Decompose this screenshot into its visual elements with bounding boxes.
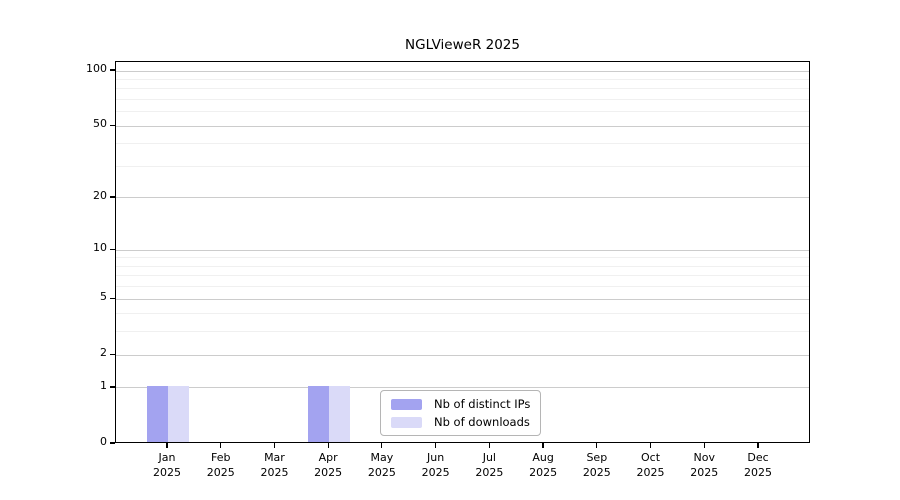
x-axis-tick-label: Mar 2025 bbox=[260, 451, 289, 479]
x-axis-tick-label: Dec 2025 bbox=[744, 451, 772, 479]
bar-nb-of-distinct-ips bbox=[147, 385, 168, 442]
chart-title: NGLVieweR 2025 bbox=[405, 37, 520, 53]
bar-nb-of-downloads bbox=[329, 385, 351, 442]
gridline-minor bbox=[116, 98, 809, 100]
x-axis-tick-label: Sep 2025 bbox=[582, 451, 611, 479]
gridline-minor bbox=[116, 78, 809, 80]
x-axis-tick-label: May 2025 bbox=[367, 451, 396, 479]
legend: Nb of distinct IPs Nb of downloads bbox=[380, 390, 542, 436]
gridline-minor bbox=[116, 275, 809, 277]
gridline-major bbox=[116, 125, 809, 127]
y-axis-tick bbox=[110, 196, 115, 198]
y-axis-tick bbox=[110, 442, 115, 444]
x-axis-tick-label: Feb 2025 bbox=[206, 451, 235, 479]
x-axis-tick-label: Nov 2025 bbox=[690, 451, 719, 479]
gridline-major bbox=[116, 354, 809, 356]
y-axis-tick bbox=[110, 248, 115, 250]
x-axis-tick-label: Oct 2025 bbox=[636, 451, 665, 479]
y-axis-tick bbox=[110, 69, 115, 71]
x-axis-tick-label: Aug 2025 bbox=[529, 451, 558, 479]
legend-swatch bbox=[391, 416, 422, 428]
legend-swatch bbox=[391, 398, 422, 410]
legend-item: Nb of distinct IPs bbox=[391, 397, 530, 411]
y-axis-tick bbox=[110, 386, 115, 388]
x-axis-tick bbox=[327, 443, 329, 448]
y-axis-tick bbox=[110, 124, 115, 126]
plot-area bbox=[115, 61, 810, 443]
gridline-minor bbox=[116, 143, 809, 145]
gridline-major bbox=[116, 197, 809, 199]
legend-item: Nb of downloads bbox=[391, 415, 530, 429]
gridline-minor bbox=[116, 313, 809, 315]
gridline-major bbox=[116, 387, 809, 389]
legend-label: Nb of distinct IPs bbox=[434, 397, 531, 411]
x-axis-tick bbox=[542, 443, 544, 448]
legend-label: Nb of downloads bbox=[434, 415, 530, 429]
y-axis-tick-label: 0 bbox=[100, 435, 107, 448]
gridline-minor bbox=[116, 286, 809, 288]
gridline-major bbox=[116, 70, 809, 72]
x-axis-tick bbox=[649, 443, 652, 448]
x-axis-tick bbox=[757, 443, 759, 448]
y-axis-tick-label: 2 bbox=[100, 346, 107, 360]
y-axis-tick-label: 100 bbox=[86, 62, 107, 75]
y-axis-tick-label: 1 bbox=[100, 378, 107, 392]
x-axis-tick bbox=[488, 443, 490, 448]
x-axis-tick bbox=[220, 443, 222, 448]
y-axis-tick-label: 20 bbox=[93, 188, 107, 202]
gridline-minor bbox=[116, 265, 809, 267]
x-axis-tick-label: Jun 2025 bbox=[421, 451, 450, 479]
x-axis-tick bbox=[435, 443, 437, 448]
gridline-major bbox=[116, 249, 809, 251]
x-axis-tick-label: Apr 2025 bbox=[314, 451, 343, 479]
x-axis-tick bbox=[166, 443, 168, 448]
y-axis-tick-label: 50 bbox=[93, 117, 107, 131]
gridline-minor bbox=[116, 257, 809, 259]
x-axis-tick-label: Jul 2025 bbox=[475, 451, 504, 479]
y-axis-tick-label: 5 bbox=[100, 290, 107, 304]
gridline-major bbox=[116, 298, 809, 300]
gridline-minor bbox=[116, 88, 809, 90]
x-axis-tick bbox=[596, 443, 598, 448]
gridline-minor bbox=[116, 111, 809, 113]
y-axis-tick bbox=[110, 353, 115, 355]
gridline-minor bbox=[116, 331, 809, 333]
x-axis-tick-label: Jan 2025 bbox=[153, 451, 181, 479]
y-axis-tick bbox=[110, 297, 115, 299]
gridline-minor bbox=[116, 165, 809, 167]
y-axis-tick-label: 10 bbox=[93, 241, 107, 255]
x-axis-tick bbox=[381, 443, 383, 448]
x-axis-tick bbox=[703, 443, 705, 448]
bar-nb-of-distinct-ips bbox=[308, 385, 330, 442]
x-axis-tick bbox=[273, 443, 276, 448]
bar-nb-of-downloads bbox=[168, 385, 189, 442]
